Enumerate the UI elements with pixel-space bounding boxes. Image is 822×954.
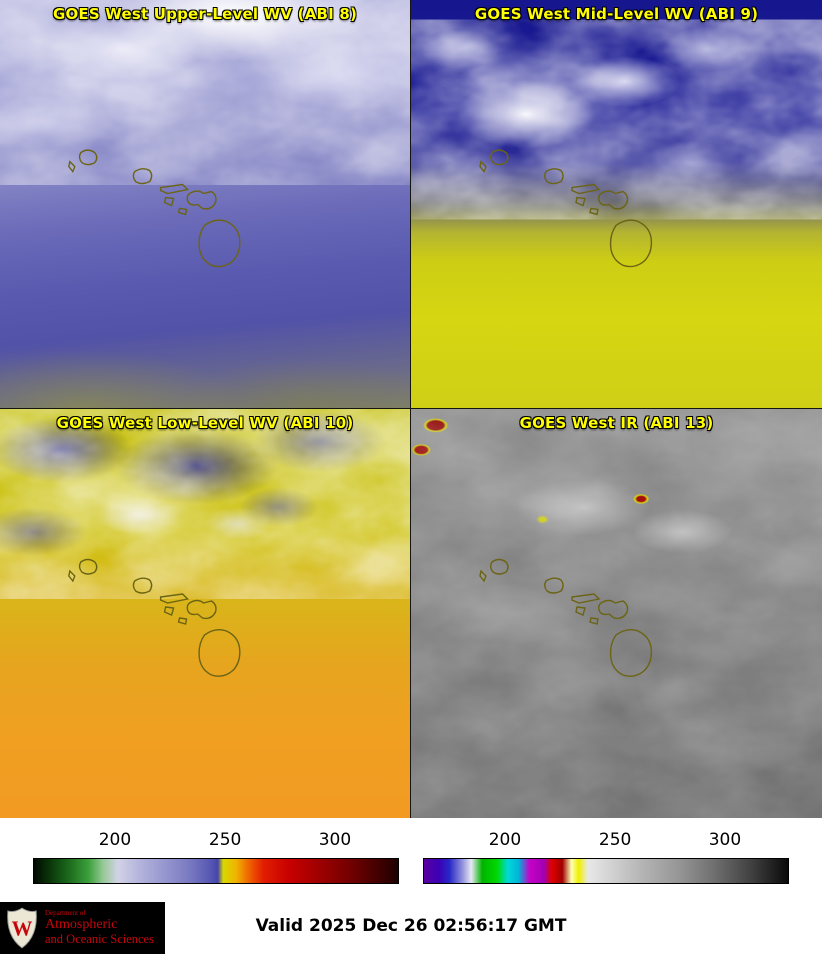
hawaii-coastline-overlay (479, 558, 653, 677)
satellite-panel-abi10-low-level-wv: GOES West Low-Level WV (ABI 10) (0, 409, 411, 818)
panel-title-abi9: GOES West Mid-Level WV (ABI 9) (474, 5, 759, 23)
cloud-texture-overlay (411, 409, 822, 818)
hawaii-coastline-overlay (68, 558, 241, 677)
ir-colorbar (423, 858, 789, 884)
ir-colorbar-group: 200 250 300 (423, 818, 789, 884)
uw-crest-icon: W (7, 907, 37, 949)
ir-colorbar-ticks: 200 250 300 (423, 818, 789, 858)
colorbar-tick: 300 (708, 830, 742, 850)
satellite-quad-grid: GOES West Upper-Level WV (ABI 8) GOES We… (0, 0, 822, 818)
logo-line-1: Atmospheric (45, 917, 118, 933)
colorbar-tick: 200 (98, 830, 132, 850)
panel-title-abi10: GOES West Low-Level WV (ABI 10) (56, 414, 354, 432)
cloud-texture-overlay (0, 409, 410, 599)
wv-colorbar-ticks: 200 250 300 (33, 818, 399, 858)
hawaii-coastline-overlay (479, 149, 653, 268)
colorbar-tick: 250 (208, 830, 242, 850)
panel-title-abi13: GOES West IR (ABI 13) (519, 414, 714, 432)
uw-aos-logo: W Department of Atmospheric and Oceanic … (0, 902, 165, 954)
hawaii-coastline-overlay (68, 149, 241, 268)
satellite-panel-abi8-upper-level-wv: GOES West Upper-Level WV (ABI 8) (0, 0, 411, 409)
wv-colorbar (33, 858, 399, 884)
logo-text-block: Department of Atmospheric and Oceanic Sc… (45, 908, 154, 946)
colorbar-row: 200 250 300 200 250 300 (0, 818, 822, 896)
colorbar-tick: 250 (598, 830, 632, 850)
satellite-panel-abi13-ir: GOES West IR (ABI 13) (411, 409, 822, 818)
colorbar-tick: 200 (488, 830, 522, 850)
cloud-texture-overlay (411, 19, 822, 220)
footer: W Department of Atmospheric and Oceanic … (0, 896, 822, 954)
logo-line-2: and Oceanic Sciences (45, 931, 154, 946)
panel-title-abi8: GOES West Upper-Level WV (ABI 8) (52, 5, 358, 23)
valid-timestamp: Valid 2025 Dec 26 02:56:17 GMT (255, 916, 567, 936)
cloud-texture-overlay (0, 0, 410, 185)
satellite-panel-abi9-mid-level-wv: GOES West Mid-Level WV (ABI 9) (411, 0, 822, 409)
uw-crest-initial: W (12, 918, 33, 941)
colorbar-tick: 300 (318, 830, 352, 850)
logo-dept-line: Department of (45, 908, 86, 917)
wv-colorbar-group: 200 250 300 (33, 818, 399, 884)
